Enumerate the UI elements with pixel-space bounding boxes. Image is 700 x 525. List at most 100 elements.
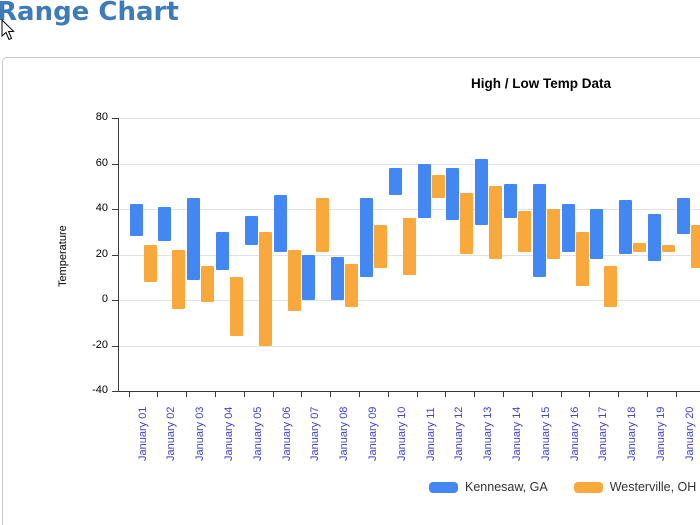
x-tick: [503, 392, 504, 397]
x-tick: [128, 392, 130, 397]
x-axis-label: January 18: [626, 406, 639, 461]
x-axis-label: January 14: [510, 406, 523, 461]
y-tick: [112, 254, 118, 256]
y-gridline: [118, 345, 700, 347]
y-tick: [112, 163, 118, 165]
range-bar[interactable]: [244, 215, 258, 246]
x-axis-label: January 19: [654, 406, 667, 461]
range-bar[interactable]: [201, 265, 215, 303]
x-tick: [387, 392, 389, 397]
x-axis-label: January 13: [482, 406, 495, 461]
y-gridline: [118, 163, 700, 165]
range-bar[interactable]: [532, 183, 546, 278]
x-tick: [560, 392, 562, 397]
range-bar[interactable]: [143, 245, 157, 282]
x-tick: [359, 392, 360, 397]
legend-label: Westerville, OH: [609, 480, 697, 494]
x-tick: [445, 392, 447, 397]
range-bar[interactable]: [273, 195, 287, 253]
y-tick-label: 40: [95, 202, 108, 214]
range-bar[interactable]: [187, 197, 201, 280]
x-tick: [301, 392, 303, 397]
legend-item-westerville[interactable]: Westerville, OH: [573, 480, 697, 494]
range-bar[interactable]: [690, 224, 700, 269]
range-bar[interactable]: [475, 158, 489, 225]
range-bar[interactable]: [604, 265, 618, 307]
range-bar[interactable]: [287, 249, 301, 312]
range-bar[interactable]: [316, 197, 330, 253]
legend-label: Kennesaw, GA: [465, 480, 548, 494]
x-axis-label: January 05: [251, 406, 264, 461]
range-bar[interactable]: [619, 199, 633, 255]
x-axis-label: January 02: [165, 406, 178, 461]
range-bar[interactable]: [446, 168, 460, 221]
range-bar[interactable]: [431, 174, 445, 198]
y-axis-line: [118, 118, 119, 391]
y-tick: [112, 209, 118, 210]
westerville-swatch-icon: [573, 481, 603, 493]
range-bar[interactable]: [345, 263, 359, 307]
x-tick: [243, 392, 245, 397]
range-bar[interactable]: [517, 211, 531, 253]
x-tick: [215, 392, 216, 397]
x-tick: [531, 392, 533, 397]
range-bar[interactable]: [229, 277, 243, 337]
range-bar[interactable]: [373, 224, 387, 269]
y-tick-label: 20: [95, 247, 108, 260]
range-bar[interactable]: [258, 231, 272, 346]
x-axis-label: January 03: [194, 406, 207, 461]
x-axis-label: January 08: [338, 406, 351, 461]
x-axis-label: January 07: [309, 406, 322, 461]
range-bar[interactable]: [590, 209, 604, 260]
y-tick-label: -40: [92, 384, 108, 396]
x-tick: [330, 392, 332, 397]
x-axis-label: January 15: [539, 406, 552, 461]
x-tick: [157, 392, 159, 397]
range-bar[interactable]: [215, 231, 229, 271]
y-tick-label: 60: [95, 156, 108, 169]
y-gridline: [118, 300, 700, 301]
y-gridline: [118, 209, 700, 210]
range-bar[interactable]: [676, 197, 690, 235]
range-bar[interactable]: [546, 209, 560, 260]
range-bar[interactable]: [172, 249, 186, 310]
legend: Kennesaw, GA Westerville, OH: [429, 480, 696, 494]
range-bar[interactable]: [417, 163, 431, 219]
x-axis-label: January 09: [366, 406, 379, 461]
y-tick-label: 0: [101, 293, 108, 305]
range-bar[interactable]: [633, 243, 647, 253]
x-axis-label: January 10: [395, 406, 408, 461]
range-bar[interactable]: [460, 193, 474, 255]
range-bar[interactable]: [359, 197, 373, 278]
range-bar[interactable]: [302, 254, 316, 300]
range-bar[interactable]: [661, 245, 675, 253]
x-axis-label: January 17: [597, 406, 610, 461]
legend-item-kennesaw[interactable]: Kennesaw, GA: [429, 480, 548, 494]
range-bar[interactable]: [489, 186, 503, 260]
range-bar[interactable]: [331, 256, 345, 300]
y-tick: [112, 391, 118, 392]
range-bar[interactable]: [503, 183, 517, 219]
x-axis-label: January 20: [683, 406, 696, 461]
x-axis-label: January 16: [568, 406, 581, 461]
x-tick: [675, 392, 677, 397]
x-axis-label: January 04: [222, 406, 235, 461]
y-tick: [112, 300, 118, 301]
x-tick: [618, 392, 620, 397]
range-bar[interactable]: [647, 213, 661, 262]
x-tick: [416, 392, 418, 397]
range-bar[interactable]: [402, 218, 416, 275]
x-tick: [474, 392, 476, 397]
x-axis-label: January 06: [280, 406, 293, 461]
range-bar[interactable]: [561, 204, 575, 253]
range-bar[interactable]: [388, 168, 402, 196]
range-bar[interactable]: [129, 204, 143, 237]
range-bar[interactable]: [575, 231, 589, 287]
page-title: Range Chart: [0, 0, 179, 27]
x-tick: [272, 392, 274, 397]
y-tick: [112, 118, 118, 119]
x-axis-line: [118, 391, 700, 392]
range-bar[interactable]: [158, 206, 172, 241]
kennesaw-swatch-icon: [429, 481, 458, 493]
